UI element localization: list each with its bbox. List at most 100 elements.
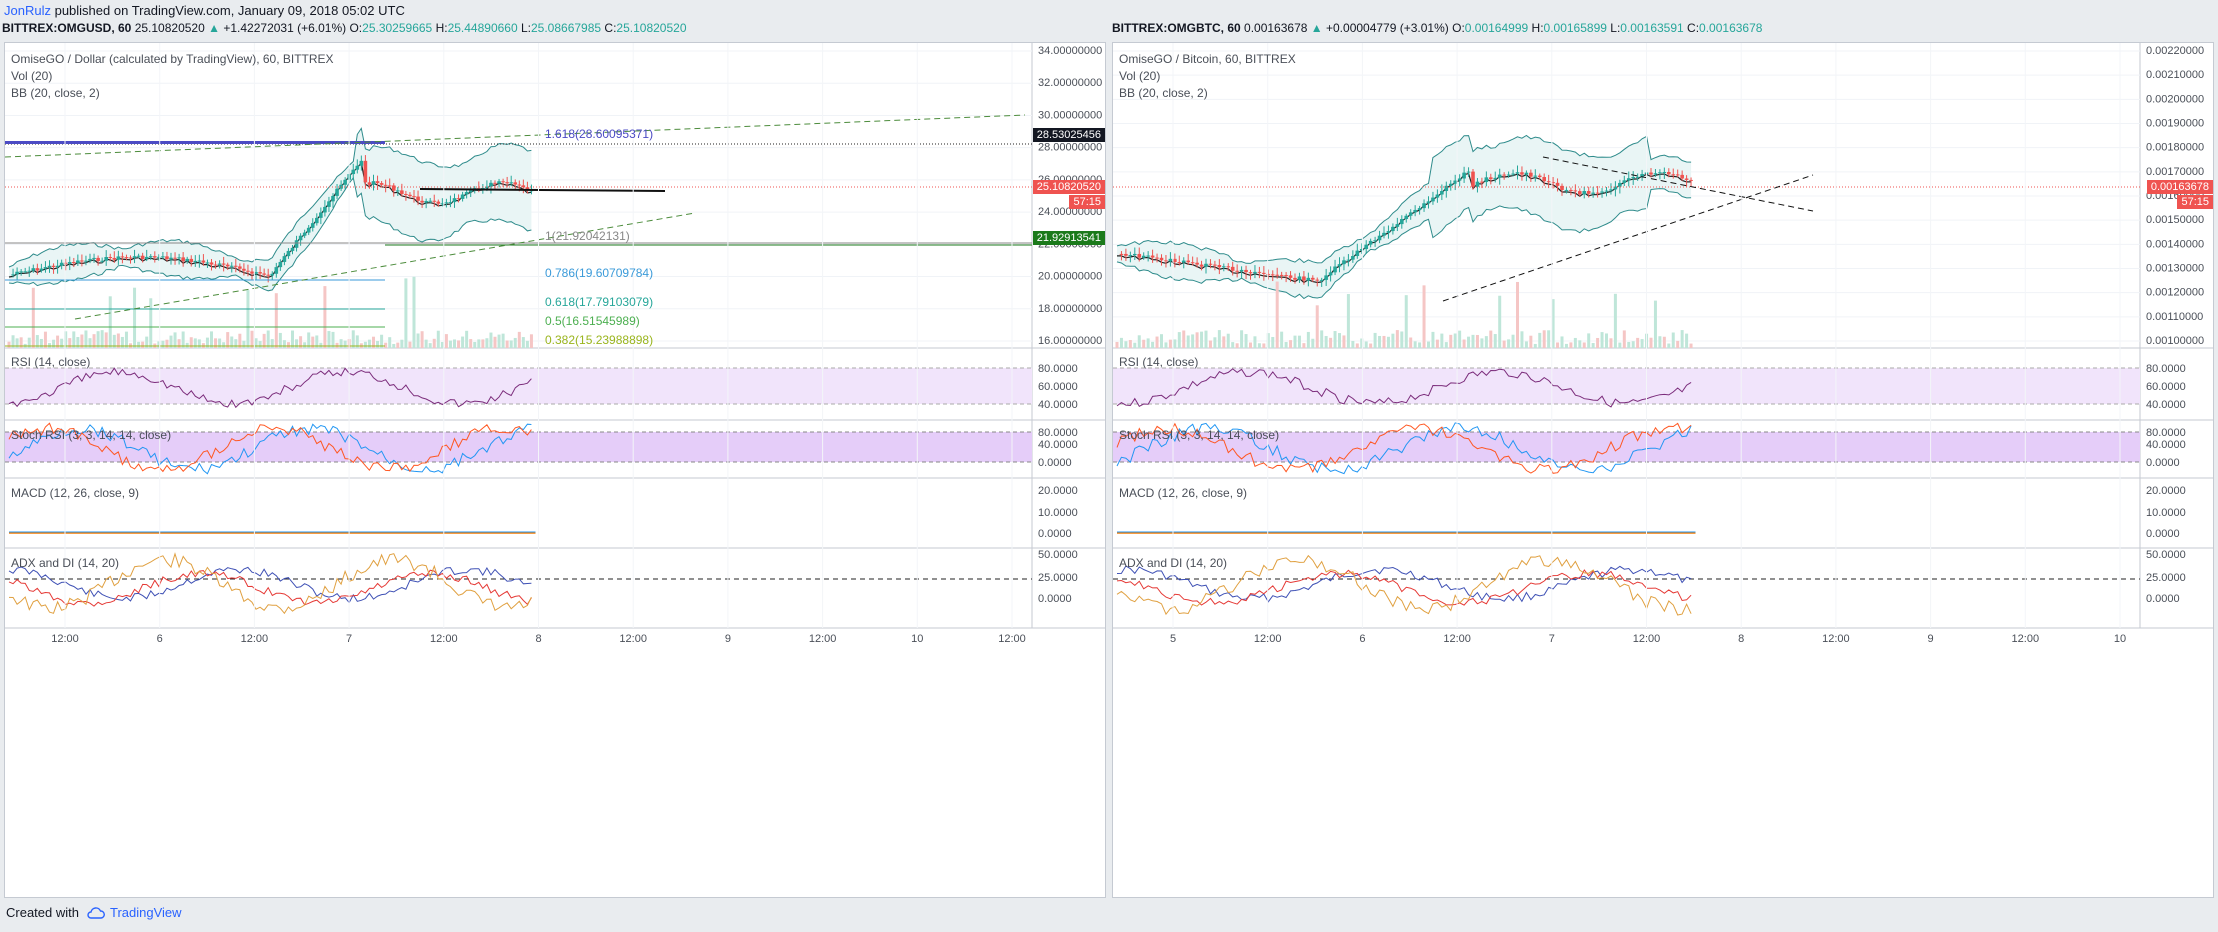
volume-bar bbox=[1200, 331, 1204, 348]
left-h-label: H: bbox=[435, 21, 448, 35]
right-rsi-label[interactable]: RSI (14, close) bbox=[1119, 355, 1199, 369]
right-vol-label[interactable]: Vol (20) bbox=[1119, 69, 1161, 83]
right-chart-frame[interactable]: 0.00220000 0.00210000 0.00200000 0.00190000… bbox=[1112, 42, 2214, 898]
volume-bar bbox=[509, 340, 513, 348]
left-macd-label[interactable]: MACD (12, 26, close, 9) bbox=[11, 486, 140, 500]
candle-body bbox=[1582, 191, 1587, 195]
di-plus-line bbox=[1116, 565, 1692, 603]
volume-bar bbox=[1338, 333, 1341, 348]
candle-body bbox=[428, 200, 432, 202]
volume-bar bbox=[1351, 340, 1355, 348]
rsi-axis-label: 80.0000 bbox=[2146, 363, 2186, 375]
adx-axis-label: 50.0000 bbox=[1038, 549, 1078, 561]
tradingview-logo[interactable]: TradingView bbox=[87, 905, 182, 920]
candle-body bbox=[1275, 274, 1279, 276]
price-axis-label: 0.00140000 bbox=[2146, 238, 2204, 250]
candle-body bbox=[104, 257, 108, 261]
candle-body bbox=[485, 186, 489, 189]
candle-body bbox=[505, 182, 509, 184]
left-adx-label[interactable]: ADX and DI (14, 20) bbox=[11, 556, 120, 570]
candle-body bbox=[351, 169, 356, 175]
candle-body bbox=[1635, 176, 1640, 178]
candle-body bbox=[404, 193, 408, 195]
volume-bar bbox=[497, 334, 501, 348]
volume-bar bbox=[525, 340, 529, 348]
volume-bar bbox=[1253, 336, 1257, 348]
publish-text: published on TradingView.com, January 09… bbox=[54, 3, 405, 18]
right-last-price: 0.00163678 bbox=[1244, 21, 1308, 35]
volume-bar bbox=[1658, 336, 1662, 348]
price-axis-label: 0.00180000 bbox=[2146, 142, 2204, 154]
candle-body bbox=[96, 257, 100, 262]
candle-body bbox=[1489, 177, 1493, 180]
volume-bar bbox=[96, 331, 100, 348]
right-legend: OmiseGO / Bitcoin, 60, BITTREX Vol (20) … bbox=[1119, 51, 1296, 102]
fib-1-label: 1(21.92042131) bbox=[545, 229, 630, 243]
candle-body bbox=[1493, 177, 1498, 180]
candle-body bbox=[1222, 266, 1226, 268]
candle-body bbox=[250, 271, 254, 274]
right-h-label: H: bbox=[1531, 21, 1544, 35]
volume-bar bbox=[1516, 281, 1519, 348]
candle-body bbox=[157, 256, 161, 258]
candle-body bbox=[294, 240, 299, 248]
left-vol-label[interactable]: Vol (20) bbox=[11, 69, 53, 83]
author-link[interactable]: JonRulz bbox=[4, 3, 51, 18]
volume-bar bbox=[323, 286, 327, 348]
candle-body bbox=[1515, 172, 1520, 174]
right-bb-label[interactable]: BB (20, close, 2) bbox=[1119, 86, 1208, 100]
volume-bar bbox=[485, 338, 489, 348]
left-stoch-label[interactable]: Stoch RSI (3, 3, 14, 14, close) bbox=[11, 428, 172, 442]
left-chart-frame[interactable]: 34.00000000 32.00000000 30.00000000 28.0000… bbox=[4, 42, 1106, 898]
volume-bar bbox=[286, 342, 290, 348]
left-bb-label[interactable]: BB (20, close, 2) bbox=[11, 86, 100, 100]
right-adx-label[interactable]: ADX and DI (14, 20) bbox=[1119, 556, 1228, 570]
candle-body bbox=[1502, 174, 1506, 176]
left-rsi-label[interactable]: RSI (14, close) bbox=[11, 355, 91, 369]
bollinger-band-fill bbox=[9, 128, 532, 291]
left-legend: OmiseGO / Dollar (calculated by TradingV… bbox=[11, 51, 334, 102]
right-stoch-label[interactable]: Stoch RSI (3, 3, 14, 14, close) bbox=[1119, 428, 1280, 442]
left-chart-panel: BITTREX:OMGUSD, 60 25.10820520 ▲ +1.4227… bbox=[0, 0, 1106, 932]
left-chart-canvas[interactable]: 34.00000000 32.00000000 30.00000000 28.0000… bbox=[5, 43, 1105, 897]
volume-bar bbox=[1498, 295, 1502, 348]
volume-bar bbox=[1386, 336, 1390, 348]
right-l-label: L: bbox=[1610, 21, 1621, 35]
volume-bar bbox=[104, 332, 108, 348]
time-axis-label: 8 bbox=[1738, 633, 1744, 645]
candle-body bbox=[140, 255, 145, 260]
volume-bar bbox=[72, 331, 76, 348]
candle-body bbox=[1146, 255, 1150, 257]
created-with-text: Created with bbox=[6, 905, 79, 920]
volume-bar bbox=[177, 339, 181, 348]
candle-body bbox=[331, 195, 335, 202]
right-close: 0.00163678 bbox=[1699, 21, 1763, 35]
volume-bar bbox=[1667, 343, 1671, 348]
volume-bar bbox=[380, 334, 384, 348]
candle-body bbox=[1662, 171, 1667, 173]
candle-body bbox=[1537, 175, 1542, 178]
volume-bar bbox=[1378, 335, 1382, 348]
volume-bar bbox=[343, 340, 347, 348]
time-axis-label: 12:00 bbox=[1822, 633, 1850, 645]
candle-body bbox=[1230, 266, 1235, 271]
volume-bar bbox=[1640, 339, 1644, 348]
candle-body bbox=[169, 257, 173, 260]
candle-body bbox=[278, 261, 283, 268]
right-chart-canvas[interactable]: 0.00220000 0.00210000 0.00200000 0.00190000… bbox=[1113, 43, 2213, 897]
candle-body bbox=[55, 265, 60, 268]
candle-body bbox=[1377, 235, 1382, 241]
candle-body bbox=[489, 182, 493, 187]
right-macd-label[interactable]: MACD (12, 26, close, 9) bbox=[1119, 486, 1248, 500]
up-arrow-icon: ▲ bbox=[1310, 21, 1323, 35]
volume-bar bbox=[1151, 341, 1155, 348]
volume-bar bbox=[1173, 339, 1177, 348]
time-axis-label: 12:00 bbox=[998, 633, 1026, 645]
candle-body bbox=[1520, 172, 1524, 175]
volume-bar bbox=[355, 335, 359, 348]
candle-body bbox=[242, 268, 246, 271]
candle-body bbox=[424, 201, 428, 203]
volume-bar bbox=[339, 339, 343, 348]
candle-body bbox=[217, 263, 222, 265]
price-axis-label: 32.00000000 bbox=[1038, 77, 1102, 89]
